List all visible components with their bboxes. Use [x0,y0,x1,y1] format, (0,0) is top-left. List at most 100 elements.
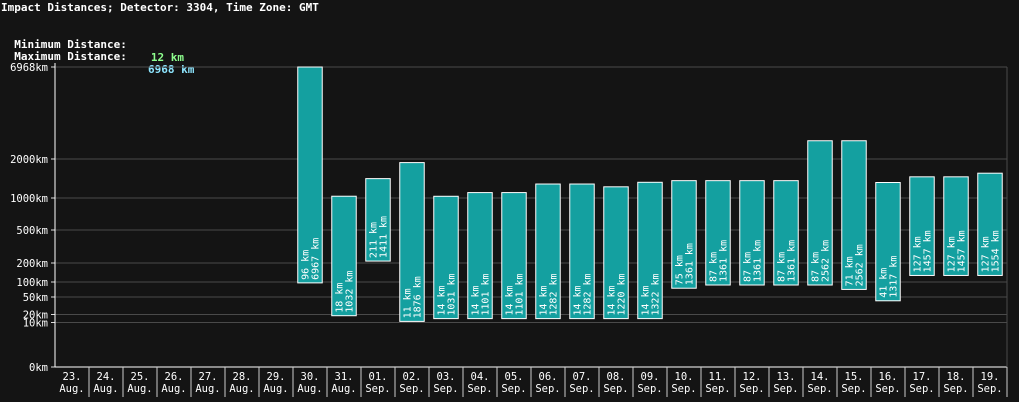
x-tick-month: Sep. [807,383,832,395]
x-tick-day: 14. [811,371,830,383]
range-bar [331,195,357,317]
x-tick-day: 10. [675,371,694,383]
x-tick-month: Sep. [535,383,560,395]
range-bar [977,172,1003,276]
x-tick-month: Aug. [229,383,254,395]
range-bar [943,176,969,276]
x-tick-day: 23. [63,371,82,383]
x-tick-day: 27. [199,371,218,383]
range-bar [535,183,561,320]
x-tick-labels: 23.Aug.24.Aug.25.Aug.26.Aug.27.Aug.28.Au… [59,371,1002,395]
bar-min-label: 127 km [913,236,924,272]
bar-min-label: 14 km [437,286,448,316]
x-tick-month: Aug. [59,383,84,395]
bar-min-label: 14 km [539,286,550,316]
range-bar [739,180,765,286]
x-tick-day: 12. [743,371,762,383]
range-bar [297,66,323,284]
x-tick-day: 05. [505,371,524,383]
y-tick-label: 500km [16,225,48,237]
range-bar [433,195,459,320]
range-bar [603,186,629,320]
y-tick-label: 2000km [10,154,48,166]
y-tick-label: 10km [23,318,48,330]
chart-title: Impact Distances; Detector: 3304, Time Z… [1,1,319,14]
bar-min-label: 87 km [777,252,788,282]
x-tick-day: 24. [97,371,116,383]
x-tick-month: Sep. [637,383,662,395]
bar-min-label: 87 km [709,252,720,282]
x-tick-month: Sep. [433,383,458,395]
x-tick-month: Aug. [93,383,118,395]
y-tick-label: 0km [29,362,48,374]
x-tick-month: Sep. [705,383,730,395]
range-bar [501,192,527,320]
x-tick-day: 15. [845,371,864,383]
x-tick-day: 30. [301,371,320,383]
x-tick-month: Sep. [875,383,900,395]
bar-min-label: 127 km [947,236,958,272]
x-tick-day: 31. [335,371,354,383]
bar-max-label: 1282 km [583,273,594,315]
x-tick-month: Aug. [195,383,220,395]
bar-max-label: 1411 km [379,216,390,258]
x-tick-month: Aug. [331,383,356,395]
x-tick-day: 19. [981,371,1000,383]
bar-min-label: 41 km [879,268,890,298]
bar-max-label: 1282 km [549,273,560,315]
minimum-distance-row: Minimum Distance: 12 km [1,25,184,64]
range-bar [875,182,901,302]
y-tick-label: 50km [23,292,48,304]
y-tick-label: 200km [16,258,48,270]
bars [297,66,1003,322]
x-tick-month: Sep. [909,383,934,395]
range-bar [773,180,799,286]
bar-max-label: 6967 km [311,238,322,280]
bar-max-label: 1220 km [617,273,628,315]
range-bar [365,178,391,262]
x-tick-month: Sep. [739,383,764,395]
x-tick-month: Sep. [977,383,1002,395]
x-tick-month: Sep. [603,383,628,395]
x-tick-day: 26. [165,371,184,383]
x-tick-day: 17. [913,371,932,383]
bar-max-label: 1101 km [515,273,526,315]
bar-labels: 96 km 6967 km 18 km 1032 km 211 km 1411 km 11 … [301,216,1002,318]
bar-max-label: 1031 km [447,273,458,315]
x-tick-day: 18. [947,371,966,383]
x-tick-day: 25. [131,371,150,383]
bar-min-label: 14 km [505,286,516,316]
bar-min-label: 14 km [641,286,652,316]
bar-min-label: 87 km [811,252,822,282]
bar-min-label: 14 km [607,286,618,316]
bar-max-label: 1876 km [413,276,424,318]
range-bar [807,140,833,286]
bar-max-label: 2562 km [821,240,832,282]
bar-min-label: 127 km [981,236,992,272]
x-tick-day: 28. [233,371,252,383]
range-bar [841,140,867,290]
range-bar [467,192,493,320]
bar-max-label: 1101 km [481,273,492,315]
x-tick-month: Aug. [127,383,152,395]
x-tick-month: Sep. [841,383,866,395]
y-tick-label: 6968km [10,62,48,74]
maximum-distance-label: Maximum Distance: [14,50,127,63]
bar-max-label: 1361 km [753,240,764,282]
bar-min-label: 71 km [845,256,856,286]
bar-min-label: 75 km [675,255,686,285]
x-tick-day: 03. [437,371,456,383]
range-bar [909,176,935,276]
range-bar [705,180,731,286]
bar-min-label: 14 km [573,286,584,316]
bar-max-label: 1317 km [889,256,900,298]
x-tick-month: Sep. [773,383,798,395]
x-tick-day: 09. [641,371,660,383]
y-tick-label: 1000km [10,193,48,205]
bar-max-label: 1322 km [651,273,662,315]
x-tick-day: 29. [267,371,286,383]
bar-max-label: 1032 km [345,271,356,313]
x-tick-month: Sep. [365,383,390,395]
